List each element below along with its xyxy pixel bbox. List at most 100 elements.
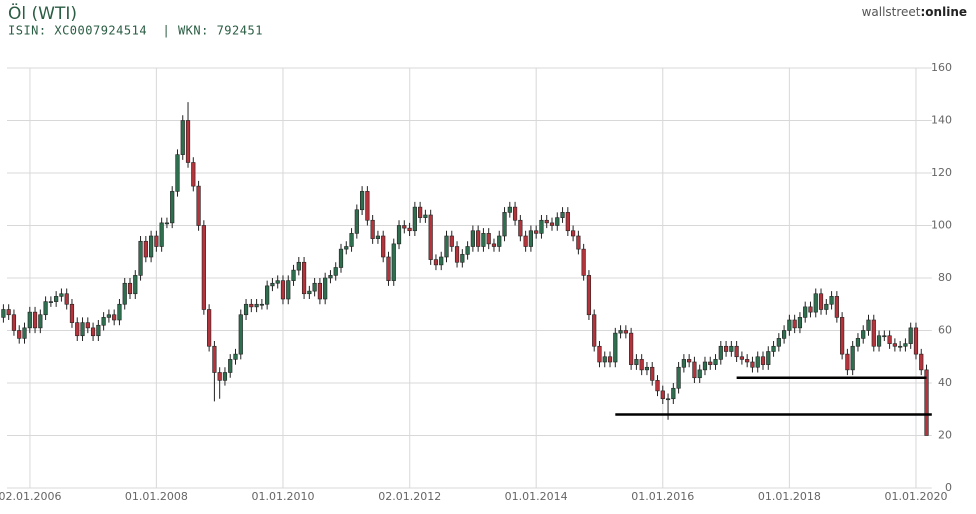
candle-body [175,154,180,192]
candle-body [101,317,106,326]
candle-body [217,372,222,381]
brand-part: :online [921,5,968,19]
candle-body [898,345,903,348]
candle-body [803,306,808,318]
y-tick-label: 20 [938,429,952,442]
candle-body [755,356,760,368]
candle-body [818,293,824,310]
candle-body [840,317,845,355]
chart-subtitle: ISIN: XC0007924514 | WKN: 792451 [8,24,263,38]
candle-body [560,212,565,218]
candle-body [254,303,259,308]
candle-body [491,243,497,247]
candle-body [312,282,317,292]
candle-body [792,319,797,329]
candle-body [576,235,581,250]
x-tick-label: 01.01.2010 [251,490,314,503]
candle-body [713,359,718,365]
candle-body [908,327,913,344]
y-tick-label: 80 [938,271,952,284]
y-tick-label: 0 [945,481,952,494]
candle-body [280,280,286,300]
candle-body [729,345,734,352]
candle-body [660,390,665,400]
y-tick-label: 140 [931,114,952,127]
candle-body [333,267,338,276]
candle-body [127,282,133,295]
candle-body [623,330,628,334]
candle-body [544,219,549,224]
candle-body [639,359,644,371]
candle-body [570,230,576,237]
candle-body [460,254,465,263]
x-tick-label: 01.01.2016 [631,490,694,503]
candle-body [829,296,834,305]
candle-body [665,398,671,401]
candle-body [402,225,407,229]
candle-body [359,191,365,211]
candle-body [745,359,750,363]
candle-body [286,280,291,300]
candle-body [903,343,908,347]
candle-body [75,322,80,337]
candle-body [381,235,386,258]
candle-body [106,314,111,318]
candle-body [449,235,454,247]
candle-body [222,372,228,381]
candle-body [708,361,713,365]
candle-body [291,269,296,281]
candle-body [180,120,185,155]
candle-body [808,306,813,313]
candle-body [534,230,539,234]
candle-body [228,359,233,373]
y-tick-label: 160 [931,61,952,74]
candle-body [634,359,639,365]
candle-body [122,282,127,305]
candle-body [249,303,254,308]
candle-body [555,217,560,226]
candle-body [539,219,544,234]
candle-body [418,206,423,218]
candle-body [697,369,702,379]
candle-body [776,338,781,347]
candle-body [191,162,196,187]
labels: 0 20 40 60 80 100 120 140 160 02.01.2006 01.01.200… [0,61,952,503]
candle-body [317,282,323,300]
candle-body [201,225,206,310]
candle-body [212,345,217,373]
candle-body [265,285,270,305]
candle-body [328,275,333,279]
candle-body [702,361,708,371]
candle-body [549,222,555,226]
candle-body [607,356,613,363]
x-tick-label: 02.01.2006 [0,490,61,503]
candle-body [512,206,518,221]
candle-body [96,324,101,337]
candle-body [138,240,143,276]
y-tick-label: 120 [931,166,952,179]
candle-body [296,261,301,271]
candle-body [259,303,264,306]
candle-body [681,359,686,368]
candle-body [618,330,623,334]
y-tick-label: 100 [931,219,952,232]
candle-body [739,356,744,360]
candle-body [307,290,312,295]
candle-body [771,345,776,352]
candle-body [502,212,507,237]
candle-body [871,319,876,347]
candle-body [613,332,618,363]
candle-body [671,387,676,400]
candle-body [6,309,11,316]
candle-body [586,275,592,316]
candle-body [396,225,402,245]
chart-title: Öl (WTI) [8,2,77,24]
candle-body [855,338,861,347]
candle-body [518,219,523,237]
candle-body [824,303,829,310]
candle-body [170,191,175,224]
candles [1,102,932,436]
candle-body [528,230,533,247]
candle-body [924,369,929,436]
candle-body [323,277,328,300]
